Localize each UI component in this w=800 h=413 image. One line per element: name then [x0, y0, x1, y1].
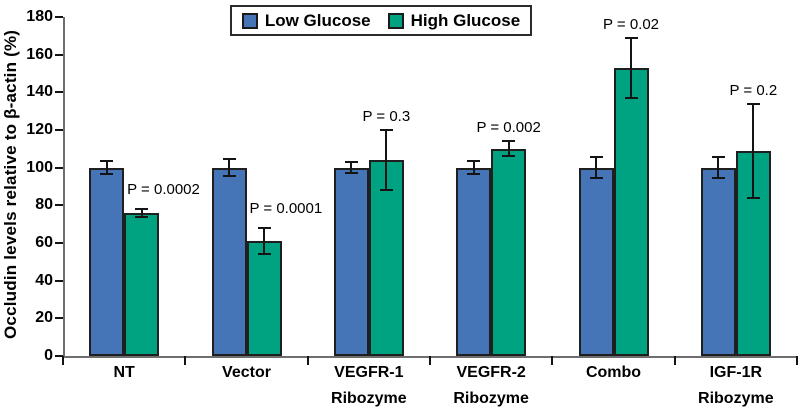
error-cap-bottom: [135, 215, 149, 218]
error-cap-bottom: [502, 155, 516, 158]
p-label-vegfr-2: P = 0.002: [476, 119, 541, 137]
bar-low-glucose-vegfr-1: [333, 167, 369, 356]
y-tick: [55, 129, 63, 131]
y-tick-label: 40: [35, 271, 53, 289]
y-tick-label: 100: [26, 158, 53, 176]
y-tick: [55, 242, 63, 244]
bar-high-glucose-nt: [124, 212, 160, 356]
y-tick: [55, 16, 63, 18]
error-cap-bottom: [711, 177, 725, 180]
y-tick: [55, 317, 63, 320]
error-bar-high-glucose-igf-1r: [752, 103, 755, 198]
error-cap-bottom: [100, 173, 114, 176]
y-tick-label: 140: [26, 83, 53, 101]
error-bar-high-glucose-vector: [263, 227, 265, 255]
error-cap-top: [624, 36, 638, 39]
category-label-vegfr-1: VEGFR-1: [334, 364, 404, 381]
y-tick-label: 20: [35, 309, 53, 327]
y-tick-label: 0: [44, 347, 53, 364]
error-bar-high-glucose-combo: [630, 37, 632, 98]
y-tick-label: 120: [26, 121, 53, 138]
error-cap-bottom: [257, 253, 271, 256]
y-tick: [55, 91, 63, 94]
x-tick: [796, 356, 798, 365]
error-cap-bottom: [746, 196, 760, 199]
x-tick: [184, 356, 187, 365]
legend-swatch-low-glucose-icon: [241, 12, 258, 29]
error-cap-top: [100, 160, 114, 163]
error-cap-bottom: [222, 175, 236, 178]
y-tick-label: 80: [35, 196, 53, 214]
error-cap-top: [222, 158, 236, 161]
error-cap-top: [746, 102, 760, 105]
error-bar-low-glucose-vegfr-2: [472, 161, 475, 175]
error-bar-low-glucose-vegfr-1: [350, 162, 353, 174]
legend-label-low-glucose: Low Glucose: [264, 10, 371, 30]
y-tick: [55, 204, 63, 207]
x-tick: [62, 356, 64, 365]
error-cap-top: [467, 160, 481, 163]
error-cap-top: [344, 161, 358, 164]
x-tick: [429, 356, 431, 365]
bar-high-glucose-combo: [613, 67, 649, 356]
category-label-combo: Combo: [585, 364, 642, 381]
bar-high-glucose-vegfr-1: [368, 160, 404, 356]
p-label-nt: P = 0.0002: [127, 181, 200, 199]
error-cap-bottom: [467, 173, 481, 176]
p-label-combo: P = 0.02: [602, 15, 660, 33]
category-label-vegfr-1-line2: Ribozyme: [331, 390, 407, 407]
error-cap-bottom: [344, 172, 358, 175]
y-tick: [55, 166, 63, 169]
y-tick-label: 180: [26, 8, 53, 25]
x-tick: [551, 356, 554, 365]
bar-low-glucose-vegfr-2: [456, 167, 492, 356]
legend-swatch-high-glucose-icon: [387, 12, 404, 29]
legend-label-high-glucose: High Glucose: [410, 10, 521, 30]
error-bar-high-glucose-nt: [140, 209, 143, 217]
p-label-vector: P = 0.0001: [249, 199, 323, 217]
category-label-nt: NT: [113, 364, 135, 381]
y-axis-line: [63, 17, 65, 358]
category-label-igf-1r: IGF-1R: [709, 364, 763, 381]
bar-low-glucose-igf-1r: [700, 167, 736, 356]
error-cap-bottom: [379, 189, 393, 192]
error-cap-top: [379, 129, 393, 131]
category-label-vegfr-2: VEGFR-2: [456, 364, 526, 381]
error-bar-low-glucose-nt: [105, 161, 108, 175]
p-label-igf-1r: P = 0.2: [729, 81, 778, 99]
category-label-igf-1r-line2: Ribozyme: [698, 390, 774, 407]
legend: Low Glucose High Glucose: [230, 5, 532, 36]
x-tick: [673, 356, 676, 365]
p-label-vegfr-1: P = 0.3: [362, 108, 411, 125]
error-cap-top: [135, 208, 149, 211]
error-bar-low-glucose-igf-1r: [717, 157, 720, 178]
error-bar-high-glucose-vegfr-2: [507, 141, 510, 157]
bar-low-glucose-nt: [89, 167, 125, 356]
error-cap-bottom: [624, 96, 638, 99]
error-bar-low-glucose-combo: [595, 157, 597, 178]
error-bar-high-glucose-vegfr-1: [385, 130, 388, 191]
y-tick: [55, 279, 63, 282]
category-label-vector: Vector: [222, 364, 271, 381]
bar-high-glucose-vegfr-2: [491, 148, 527, 356]
bar-low-glucose-vector: [211, 167, 247, 356]
category-label-vegfr-2-line2: Ribozyme: [453, 390, 529, 407]
error-cap-top: [502, 140, 516, 143]
error-bar-low-glucose-vector: [228, 159, 230, 177]
y-tick-label: 60: [35, 234, 53, 251]
x-tick: [306, 356, 309, 365]
y-tick: [55, 355, 63, 357]
y-tick-label: 160: [26, 45, 53, 63]
y-tick: [55, 53, 63, 56]
error-cap-bottom: [589, 177, 603, 180]
bar-low-glucose-combo: [578, 167, 614, 356]
error-cap-top: [589, 156, 603, 159]
error-cap-top: [257, 226, 271, 229]
error-cap-top: [711, 156, 725, 159]
bar-high-glucose-vector: [246, 241, 282, 356]
